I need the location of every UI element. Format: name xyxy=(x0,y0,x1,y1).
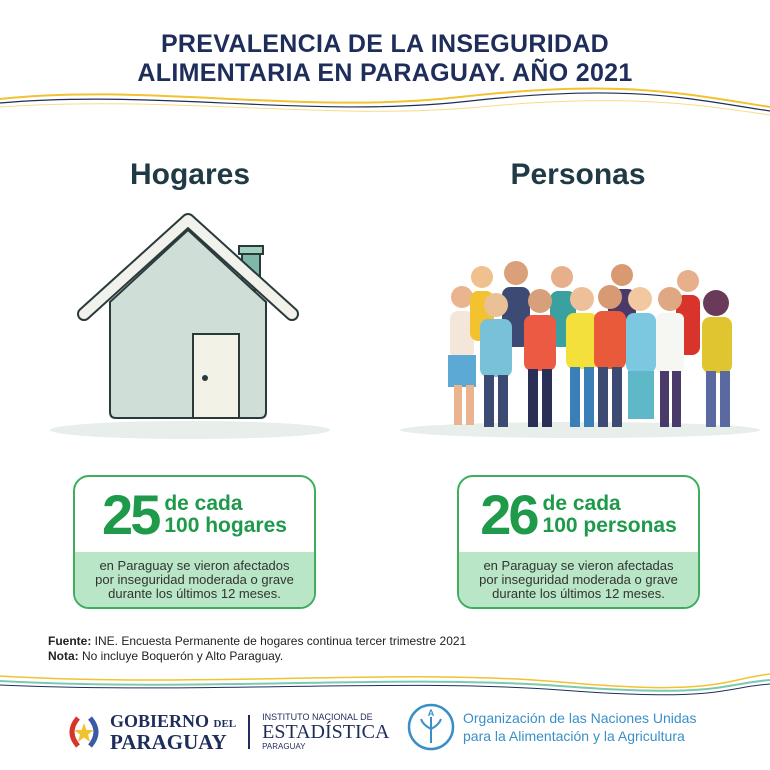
house-illustration xyxy=(50,213,330,439)
paraguay-emblem-icon xyxy=(69,715,99,748)
ine-logo: INSTITUTO NACIONAL DE ESTADÍSTICA PARAGU… xyxy=(262,712,390,751)
footnotes: Fuente: INE. Encuesta Permanente de hoga… xyxy=(48,634,466,664)
gobierno-paraguay-logo: GOBIERNO DEL PARAGUAY INSTITUTO NACIONAL… xyxy=(64,712,390,753)
svg-text:A: A xyxy=(428,708,435,718)
stat-number: 25 xyxy=(102,482,161,546)
heading-hogares: Hogares xyxy=(129,158,251,191)
stat-description: en Paraguay se vieron afectados por inse… xyxy=(75,552,314,607)
decorative-wave-bottom xyxy=(0,673,770,696)
people-group-illustration xyxy=(400,261,760,438)
page-title: PREVALENCIA DE LA INSEGURIDAD ALIMENTARI… xyxy=(137,30,633,87)
stat-description: en Paraguay se vieron afectadas por inse… xyxy=(459,552,698,607)
decorative-wave-top xyxy=(0,87,770,116)
heading-personas: Personas xyxy=(510,158,646,191)
stat-card-personas: 26 de cada 100 personas en Paraguay se v… xyxy=(457,475,700,609)
stat-number: 26 xyxy=(480,482,539,546)
stat-card-hogares: 25 de cada 100 hogares en Paraguay se vi… xyxy=(73,475,316,609)
people-figures xyxy=(448,261,732,427)
fao-logo: A Organización de las Naciones Unidas pa… xyxy=(407,703,696,751)
scope-note: Nota: No incluye Boquerón y Alto Paragua… xyxy=(48,649,284,663)
source-note: Fuente: INE. Encuesta Permanente de hoga… xyxy=(48,634,467,648)
fao-emblem-icon: A xyxy=(407,703,455,751)
